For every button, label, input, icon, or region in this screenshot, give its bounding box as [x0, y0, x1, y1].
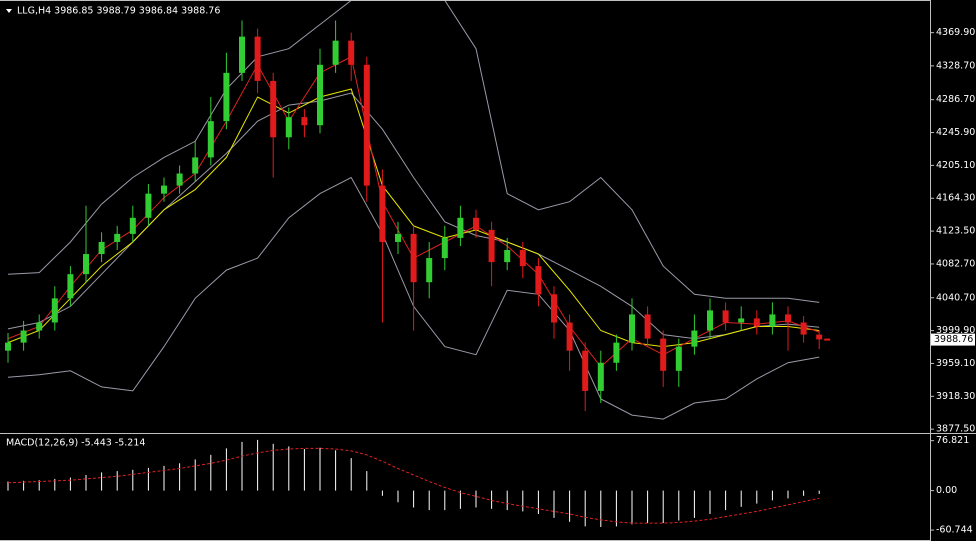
- y-tick-label: 4245.90: [936, 127, 975, 138]
- y-tick-label: 4040.70: [936, 292, 975, 303]
- macd-signal-line: [7, 447, 820, 524]
- last-price-box: [931, 333, 975, 346]
- candle-body: [192, 157, 199, 174]
- candle-body: [176, 173, 183, 186]
- y-tick-label: 4286.70: [936, 94, 975, 105]
- candle-body: [707, 310, 713, 331]
- candle-body: [348, 40, 355, 65]
- menu-arrow[interactable]: [6, 9, 12, 13]
- main-pane: [5, 1, 831, 420]
- candle-body: [20, 330, 27, 343]
- indicator-line: [7, 1, 820, 303]
- candle-body: [254, 36, 261, 81]
- candle-body: [613, 342, 620, 363]
- candle-body: [691, 330, 698, 347]
- candle-body: [301, 117, 308, 126]
- candle-body: [582, 350, 589, 391]
- candle-body: [769, 314, 776, 327]
- candle-body: [753, 318, 760, 327]
- candle-body: [379, 185, 386, 242]
- y-tick-label: 3877.50: [936, 424, 975, 435]
- candle-body: [722, 310, 729, 323]
- last-price-label: 3988.76: [934, 334, 973, 345]
- y-tick-label: 3959.10: [936, 358, 975, 369]
- candle-body: [675, 346, 682, 371]
- candle-body: [816, 334, 823, 340]
- candle-body: [223, 72, 230, 122]
- macd-pane: [7, 439, 820, 527]
- candle-body: [161, 185, 167, 194]
- candle-body: [317, 64, 323, 126]
- candle-body: [566, 322, 573, 351]
- candle-body: [207, 121, 214, 158]
- y-tick-label: 4123.50: [936, 226, 975, 237]
- candle-body: [410, 233, 417, 283]
- candle-body: [738, 318, 745, 323]
- candle-body: [285, 117, 292, 138]
- candle-body: [519, 250, 526, 267]
- candle-body: [36, 322, 43, 331]
- candle-body: [332, 40, 339, 65]
- candle-body: [800, 322, 807, 335]
- candle-body: [67, 274, 74, 299]
- y-tick-label: 4164.30: [936, 193, 975, 204]
- candle-body: [535, 266, 542, 295]
- macd-title: MACD(12,26,9) -5.443 -5.214: [6, 438, 145, 449]
- candle-body: [5, 342, 11, 351]
- candle-body: [504, 250, 511, 263]
- y-tick-label: 4369.90: [936, 27, 975, 38]
- y-tick-label: 3999.90: [936, 325, 975, 336]
- candle-body: [83, 254, 89, 275]
- candle-body: [473, 217, 479, 230]
- candle-body: [457, 217, 464, 238]
- candle-body: [660, 338, 667, 371]
- candle-body: [98, 241, 105, 255]
- candle-body: [441, 237, 448, 259]
- candle-body: [239, 36, 245, 73]
- candle-body: [426, 258, 433, 283]
- candle-body: [51, 298, 58, 323]
- candle-body: [551, 294, 557, 323]
- candle-body: [114, 233, 121, 242]
- candle-body: [395, 233, 401, 242]
- candle-body: [785, 314, 791, 323]
- candle-body: [145, 193, 152, 218]
- candle-body: [270, 80, 277, 138]
- chart-title: LLG,H4 3986.85 3988.79 3986.84 3988.76: [17, 6, 220, 17]
- y-tick-label: 76.821: [936, 435, 969, 446]
- candle-body: [644, 314, 651, 339]
- y-tick-label: 0.00: [936, 485, 957, 496]
- y-tick-label: 4328.70: [936, 60, 975, 71]
- candle-body: [363, 64, 370, 186]
- candle-body: [597, 362, 604, 391]
- candle-body: [488, 229, 495, 263]
- y-tick-label: 4082.70: [936, 258, 975, 269]
- y-tick-label: -60.744: [936, 525, 973, 536]
- candle-body: [129, 217, 136, 234]
- y-tick-label: 4205.10: [936, 160, 975, 171]
- candle-body: [629, 314, 635, 343]
- y-tick-label: 3918.30: [936, 391, 975, 402]
